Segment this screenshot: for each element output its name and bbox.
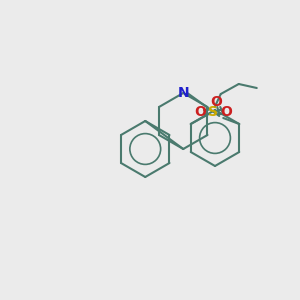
Text: O: O [210, 95, 222, 109]
Text: O: O [220, 105, 232, 119]
Text: S: S [208, 105, 218, 119]
Text: N: N [177, 86, 189, 100]
Text: O: O [194, 105, 206, 119]
